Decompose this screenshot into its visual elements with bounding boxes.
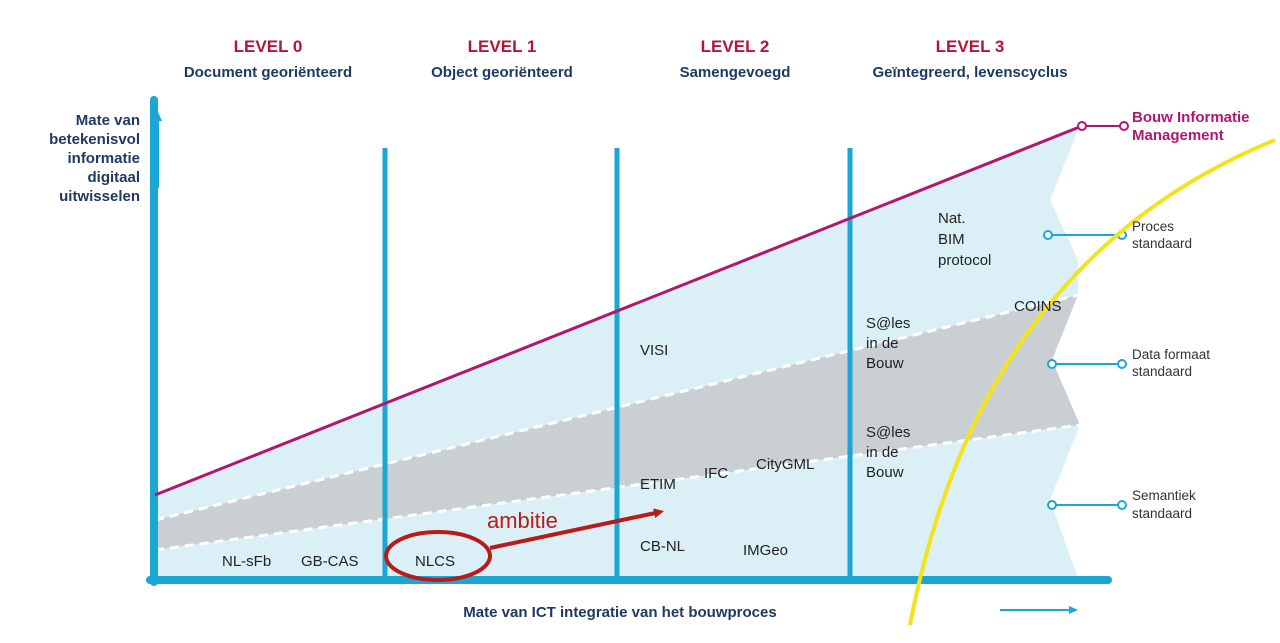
- sales-lower-line-3: Bouw: [866, 464, 904, 481]
- bim-dot-left: [1077, 121, 1087, 131]
- level-0-title: LEVEL 0: [234, 37, 303, 56]
- data-dot-left: [1047, 359, 1057, 369]
- nat-bim-protocol-line-2: BIM: [938, 231, 965, 248]
- level-0-subtitle: Document georiënteerd: [184, 64, 352, 81]
- data-dot-right: [1117, 359, 1127, 369]
- bim-dot-right: [1119, 121, 1129, 131]
- sales-lower-line-2: in de: [866, 444, 899, 461]
- sales-upper-line-2: in de: [866, 335, 899, 352]
- proces-label-line-1: Proces: [1132, 219, 1174, 234]
- y-axis-label-line-1: Mate van: [76, 112, 140, 129]
- imgeo-label: IMGeo: [743, 542, 788, 559]
- bim-label-line-1: Bouw Informatie: [1132, 109, 1250, 126]
- semantic-label-line-2: standaard: [1132, 506, 1192, 521]
- nlsfb-label: NL-sFb: [222, 553, 271, 570]
- data-label-line-2: standaard: [1132, 364, 1192, 379]
- data-label-line-1: Data formaat: [1132, 347, 1210, 362]
- ambition-ellipse: [384, 530, 492, 582]
- nat-bim-protocol-line-1: Nat.: [938, 210, 966, 227]
- level-3-subtitle: Geïntegreerd, levenscyclus: [872, 64, 1067, 81]
- y-axis-label-line-2: betekenisvol: [49, 131, 140, 148]
- ifc-label: IFC: [704, 465, 728, 482]
- nlcs-label: NLCS: [415, 553, 455, 570]
- level-1-title: LEVEL 1: [468, 37, 537, 56]
- gbcas-label: GB-CAS: [301, 553, 359, 570]
- visi-label: VISI: [640, 342, 668, 359]
- level-1-subtitle: Object georiënteerd: [431, 64, 573, 81]
- level-2-subtitle: Samengevoegd: [680, 64, 791, 81]
- semantic-dot-left: [1047, 500, 1057, 510]
- etim-label: ETIM: [640, 476, 676, 493]
- dashed-separator-upper: [154, 293, 1079, 522]
- proces-dot-left: [1043, 230, 1053, 240]
- level-3-title: LEVEL 3: [936, 37, 1005, 56]
- sales-lower-line-1: S@les: [866, 424, 910, 441]
- ambition-arrow: [489, 508, 664, 550]
- y-axis-label-line-4: digitaal: [87, 169, 140, 186]
- yellow-arc: [908, 138, 1276, 626]
- proces-label-line-2: standaard: [1132, 236, 1192, 251]
- x-axis-label: Mate van ICT integratie van het bouwproc…: [463, 604, 776, 621]
- citygml-label: CityGML: [756, 456, 814, 473]
- cbnl-label: CB-NL: [640, 538, 685, 555]
- semantic-dot-right: [1117, 500, 1127, 510]
- bim-label-line-2: Management: [1132, 127, 1224, 144]
- y-axis-label-line-5: uitwisselen: [59, 188, 140, 205]
- nat-bim-protocol-line-3: protocol: [938, 252, 991, 269]
- y-axis-label-line-3: informatie: [67, 150, 140, 167]
- level-2-title: LEVEL 2: [701, 37, 770, 56]
- bim-line: [154, 124, 1083, 497]
- coins-label: COINS: [1014, 298, 1062, 315]
- ambition-label: ambitie: [487, 508, 558, 533]
- semantic-label-line-1: Semantiek: [1132, 488, 1196, 503]
- sales-upper-line-1: S@les: [866, 315, 910, 332]
- sales-upper-line-3: Bouw: [866, 355, 904, 372]
